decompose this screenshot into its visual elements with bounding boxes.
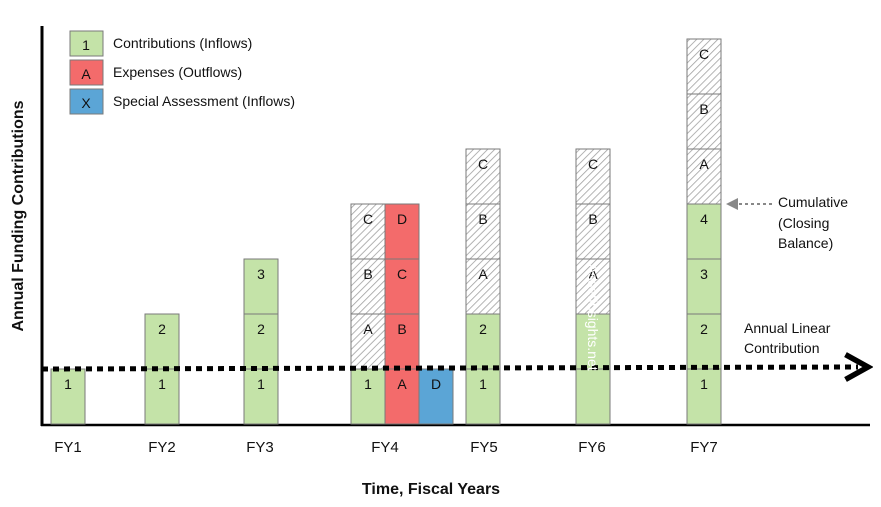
x-tick-labels: FY1 FY2 FY3 FY4 FY5 FY6 FY7 <box>54 439 718 456</box>
cell-cumulative <box>575 258 611 315</box>
cell-label: 2 <box>700 321 708 337</box>
stack-fy4-4: A B C D <box>384 203 420 425</box>
cell-cumulative <box>465 148 501 205</box>
legend-symbol: 1 <box>82 37 90 53</box>
cell-label: 1 <box>64 376 72 392</box>
cell-inflow <box>465 313 501 370</box>
legend-label: Contributions (Inflows) <box>113 35 252 51</box>
cell-inflow <box>686 368 722 425</box>
cell-inflow <box>575 313 611 370</box>
cell-label: C <box>363 211 373 227</box>
cell-label: B <box>588 211 597 227</box>
cell-inflow <box>686 258 722 315</box>
cell-label: 3 <box>700 266 708 282</box>
cell-inflow <box>243 368 279 425</box>
cell-label: A <box>478 266 488 282</box>
cell-label: A <box>699 156 709 172</box>
linear-note-line2: Contribution <box>744 340 820 356</box>
legend-swatch <box>69 30 104 57</box>
cell-inflow <box>144 368 180 425</box>
tick-label-fy6: FY6 <box>578 439 606 456</box>
cell-inflow <box>243 258 279 315</box>
stack-fy1-0: 1 <box>50 368 86 425</box>
cell-label: 3 <box>257 266 265 282</box>
cell-label: B <box>478 211 487 227</box>
legend-item-special: X Special Assessment (Inflows) <box>69 88 295 115</box>
x-axis-title: Time, Fiscal Years <box>362 481 500 498</box>
cell-label: 1 <box>257 376 265 392</box>
cell-label: C <box>478 156 488 172</box>
cell-label: A <box>397 376 407 392</box>
legend-label: Special Assessment (Inflows) <box>113 93 295 109</box>
cell-label: B <box>363 266 372 282</box>
cell-label: 1 <box>364 376 372 392</box>
legend: 1 Contributions (Inflows) A Expenses (Outfl… <box>69 30 295 115</box>
legend-item-inflow: 1 Contributions (Inflows) <box>69 30 252 57</box>
tick-label-fy3: FY3 <box>246 439 274 456</box>
cell-inflow <box>465 368 501 425</box>
cell-outflow <box>384 258 420 315</box>
cell-cumulative <box>350 313 386 370</box>
legend-symbol: X <box>81 95 91 111</box>
cell-label: 2 <box>479 321 487 337</box>
cell-outflow <box>384 203 420 260</box>
cumulative-note-line3: Balance) <box>778 235 833 251</box>
cell-special <box>418 368 454 425</box>
tick-label-fy1: FY1 <box>54 439 82 456</box>
y-axis-title: Annual Funding Contributions <box>10 100 27 331</box>
cell-label: A <box>363 321 373 337</box>
cell-label: C <box>588 156 598 172</box>
cell-label: B <box>699 101 708 117</box>
cell-inflow <box>686 203 722 260</box>
tick-label-fy7: FY7 <box>690 439 718 456</box>
watermark: AssetInsights.net <box>585 264 601 371</box>
cell-cumulative <box>575 148 611 205</box>
stack-fy7-8: 1 2 3 4 A B C <box>686 38 722 425</box>
cell-label: 2 <box>158 321 166 337</box>
legend-symbol: A <box>81 66 91 82</box>
cell-outflow <box>384 313 420 370</box>
legend-swatch <box>69 59 104 86</box>
cell-label: 1 <box>700 376 708 392</box>
cell-inflow <box>144 313 180 370</box>
cell-cumulative <box>350 258 386 315</box>
cell-cumulative <box>465 203 501 260</box>
cell-cumulative <box>686 38 722 95</box>
stack-fy3-2: 1 2 3 <box>243 258 279 425</box>
stack-fy2-1: 12 <box>144 313 180 425</box>
stack-fy4-5: D <box>418 368 454 425</box>
tick-label-fy4: FY4 <box>371 439 399 456</box>
cell-label: 1 <box>158 376 166 392</box>
linear-contribution-line <box>41 367 858 369</box>
stack-fy4-3: 1 A B C <box>350 203 386 425</box>
cell-label: C <box>699 46 709 62</box>
stack-fy5-6: 1 2 A B C <box>465 148 501 425</box>
cumulative-note-line2: (Closing <box>778 215 829 231</box>
stack-fy6-7: A B C <box>575 148 611 425</box>
cell-inflow <box>575 368 611 425</box>
cumulative-note-line1: Cumulative <box>778 194 848 210</box>
cell-cumulative <box>465 258 501 315</box>
legend-label: Expenses (Outflows) <box>113 64 242 80</box>
legend-swatch <box>69 88 104 115</box>
cell-cumulative <box>575 203 611 260</box>
cell-label: 2 <box>257 321 265 337</box>
cell-label: B <box>397 321 406 337</box>
cell-inflow <box>686 313 722 370</box>
tick-label-fy2: FY2 <box>148 439 176 456</box>
cell-label: 1 <box>479 376 487 392</box>
cell-label: 4 <box>700 211 708 227</box>
legend-item-outflow: A Expenses (Outflows) <box>69 59 242 86</box>
cell-label: C <box>397 266 407 282</box>
cell-label: A <box>588 266 598 282</box>
tick-label-fy5: FY5 <box>470 439 498 456</box>
cell-label: D <box>397 211 407 227</box>
cell-inflow <box>50 368 86 425</box>
cell-label: D <box>431 376 441 392</box>
linear-note-line1: Annual Linear <box>744 320 831 336</box>
